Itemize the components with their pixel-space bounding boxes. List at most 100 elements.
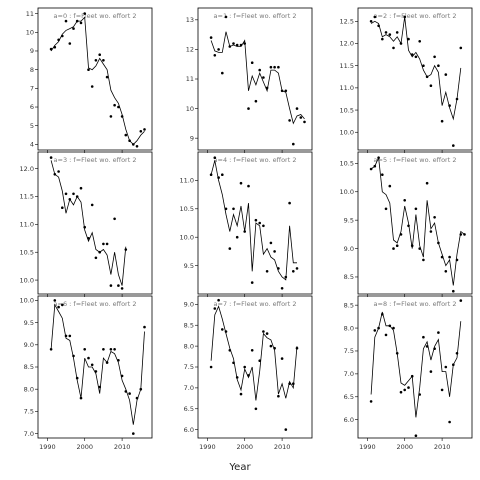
data-point: [64, 192, 68, 196]
data-point: [440, 255, 444, 259]
data-point: [262, 224, 265, 228]
data-point: [444, 365, 448, 369]
y-tick-label: 12.5: [340, 18, 354, 26]
panel: a=1 : f=Fleet wo. effort 2 9 10 11 12 13: [186, 7, 313, 153]
data-point: [232, 207, 235, 211]
data-point: [373, 329, 377, 332]
data-point: [61, 206, 64, 209]
y-tick-label: 8.5: [184, 321, 194, 329]
data-point: [221, 173, 224, 176]
data-point: [292, 270, 295, 273]
data-point: [72, 192, 75, 196]
y-tick-label: 7: [30, 85, 34, 93]
data-point: [288, 119, 291, 122]
data-point: [403, 199, 407, 202]
y-tick-label: 10.0: [340, 188, 354, 196]
fit-line: [210, 305, 298, 401]
y-tick-label: 10: [26, 28, 34, 36]
y-tick-label: 5: [30, 122, 34, 130]
data-point: [105, 361, 109, 364]
data-point: [61, 34, 64, 38]
data-point: [217, 48, 220, 51]
data-point: [232, 361, 235, 365]
data-point: [459, 299, 463, 302]
panel: a=3 : f=Fleet wo. effort 2 10.0 10.5 11.0 11…: [20, 151, 153, 297]
x-tick-label: 2010: [114, 443, 131, 451]
panel: a=2 : f=Fleet wo. effort 2 10.0 10.5 11.0 11…: [340, 7, 473, 153]
y-tick-label: 8.5: [344, 273, 354, 281]
data-point: [295, 267, 299, 270]
data-point: [377, 24, 380, 28]
data-point: [384, 207, 388, 211]
x-tick-label: 2010: [434, 443, 451, 451]
y-tick-label: 9: [190, 134, 194, 142]
data-point: [113, 103, 116, 107]
data-point: [444, 270, 448, 273]
data-point: [265, 332, 269, 335]
panel-frame: [37, 7, 153, 151]
y-tick-label: 9.0: [344, 245, 354, 253]
y-tick-label: 8.5: [24, 363, 34, 371]
y-tick-label: 11: [26, 10, 34, 18]
data-point: [135, 396, 139, 400]
data-point: [72, 27, 75, 30]
data-point: [98, 385, 101, 389]
fit-line: [50, 16, 145, 145]
data-point: [102, 348, 105, 351]
data-point: [418, 40, 422, 43]
data-point: [117, 105, 120, 109]
data-point: [247, 184, 250, 188]
y-tick-label: 12: [186, 46, 194, 54]
data-point: [239, 181, 243, 185]
data-point: [221, 328, 224, 331]
data-point: [235, 235, 239, 239]
data-point: [463, 233, 466, 236]
data-point: [102, 59, 105, 62]
data-point: [425, 181, 429, 185]
data-point: [455, 258, 459, 262]
data-point: [247, 107, 250, 110]
data-point: [243, 230, 246, 233]
data-point: [410, 374, 414, 378]
data-point: [228, 349, 232, 352]
data-point: [459, 46, 463, 50]
data-point: [422, 258, 425, 262]
panel: a=8 : f=Fleet wo. effort 2 6.0 6.5 7.0 7.5 8.…: [344, 295, 473, 451]
data-point: [143, 325, 146, 329]
panel-title: a=3 : f=Fleet wo. effort 2: [54, 156, 137, 164]
data-point: [90, 85, 94, 88]
data-point: [120, 374, 124, 378]
data-point: [68, 198, 72, 201]
data-point: [299, 116, 303, 119]
data-point: [258, 359, 262, 363]
panel-title: a=8 : f=Fleet wo. effort 2: [374, 300, 457, 308]
y-tick-label: 8.0: [24, 385, 34, 393]
data-point: [277, 65, 280, 69]
data-point: [90, 363, 94, 367]
y-tick-label: 11.0: [20, 221, 34, 229]
data-point: [392, 46, 395, 50]
y-tick-label: 8.0: [344, 324, 354, 332]
data-point: [459, 233, 463, 236]
panel-title: a=1 : f=Fleet wo. effort 2: [214, 12, 297, 20]
data-point: [68, 42, 72, 45]
data-point: [213, 54, 217, 57]
data-point: [295, 107, 299, 110]
y-tick-label: 9.5: [184, 262, 194, 270]
panel: a=5 : f=Fleet wo. effort 2 8.5 9.0 9.5 10.0 1…: [340, 151, 473, 297]
fit-line: [370, 311, 462, 418]
data-point: [381, 173, 384, 176]
data-point: [407, 224, 410, 228]
data-point: [209, 173, 213, 176]
data-point: [395, 352, 399, 355]
y-tick-label: 7.5: [24, 408, 34, 416]
data-point: [414, 207, 418, 211]
panel: a=6 : f=Fleet wo. effort 2 7.0 7.5 8.0 8.5 9.…: [20, 295, 153, 451]
data-point: [72, 354, 75, 358]
data-point: [53, 299, 57, 302]
panel-title: a=5 : f=Fleet wo. effort 2: [374, 156, 457, 164]
data-point: [414, 434, 418, 438]
data-point: [303, 120, 306, 124]
x-tick-label: 1990: [359, 443, 376, 451]
